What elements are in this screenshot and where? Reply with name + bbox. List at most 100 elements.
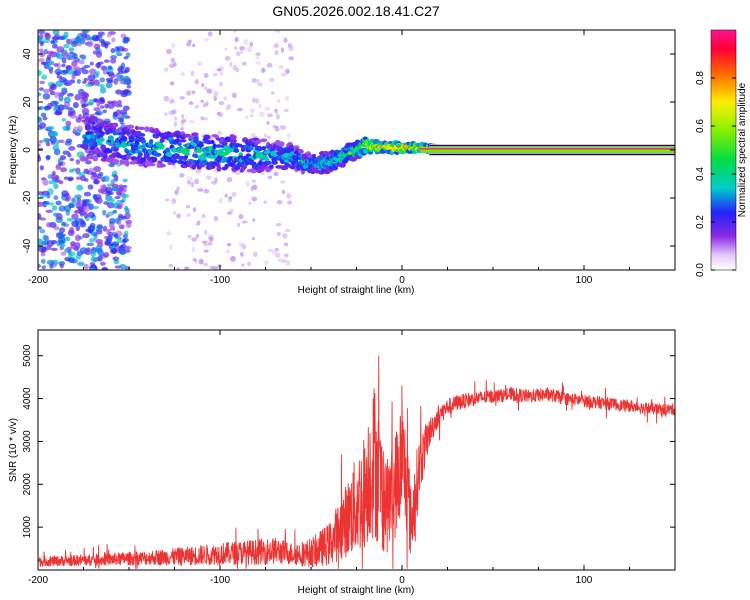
spectrogram-ridge-cell xyxy=(174,138,181,143)
spectrogram-noise-cell xyxy=(252,218,256,223)
spectrogram-noise-cell xyxy=(38,107,43,111)
spectrogram-noise-cell xyxy=(40,112,47,118)
spectrogram-noise-cell xyxy=(89,238,96,243)
spectrogram-noise-cell xyxy=(93,79,100,86)
spectrogram-noise-cell xyxy=(261,67,266,73)
spectrogram-noise-cell xyxy=(275,112,279,117)
spectrogram-noise-cell xyxy=(75,43,83,47)
spectrogram-noise-cell xyxy=(76,184,84,191)
spectrogram-noise-cell xyxy=(200,116,205,121)
spectrogram-noise-cell xyxy=(82,30,90,34)
snr-x-tick-label: 0 xyxy=(399,575,405,586)
spectrogram-noise-cell xyxy=(92,193,97,200)
spectrogram-noise-cell xyxy=(55,80,64,87)
spectrogram-noise-cell xyxy=(201,213,206,219)
spectrogram-noise-cell xyxy=(268,77,275,82)
spectrogram-noise-cell xyxy=(45,141,51,147)
spectrogram-noise-cell xyxy=(219,81,223,87)
spectrogram-noise-cell xyxy=(202,102,206,108)
colorbar-tick-label: 0.2 xyxy=(695,215,706,229)
spectrogram-noise-cell xyxy=(226,176,233,183)
spectrogram-ridge-cell xyxy=(179,139,187,143)
spectrogram-noise-cell xyxy=(106,100,115,105)
spectrogram-noise-cell xyxy=(94,245,103,252)
colorbar-ticks: 0.0 0.2 0.4 0.6 0.8 xyxy=(695,71,736,277)
spectrogram-noise-cell xyxy=(194,178,199,185)
spectrogram-noise-cell xyxy=(253,251,258,258)
spectrogram-noise-cell xyxy=(204,37,209,42)
spectrogram-noise-cell xyxy=(90,256,97,262)
spectrogram-ridge-cell xyxy=(284,163,292,168)
spectrogram-noise-cell xyxy=(192,258,197,262)
spectrogram-ridge-cell xyxy=(193,136,199,141)
spectrogram-noise-cell xyxy=(241,263,245,267)
spectrogram-noise-cell xyxy=(85,83,93,87)
spectrogram-noise-cell xyxy=(123,105,130,111)
spectrogram-noise-cell xyxy=(232,93,237,98)
spectrogram-noise-cell xyxy=(41,265,47,270)
spectrogram-noise-cell xyxy=(229,61,233,68)
spectrogram-noise-cell xyxy=(53,195,59,200)
spectrogram-noise-cell xyxy=(259,111,265,118)
spectrogram-noise-cell xyxy=(281,259,287,263)
spectrogram-noise-cell xyxy=(68,79,76,84)
spectrogram-noise-cell xyxy=(77,37,84,42)
spectrogram-ridge-cell xyxy=(268,164,274,169)
spectrogram-noise-cell xyxy=(65,236,71,242)
spectrogram-noise-cell xyxy=(70,243,77,249)
spectrogram-noise-cell xyxy=(58,227,66,234)
spectrogram-x-label: Height of straight line (km) xyxy=(298,285,415,296)
spectrogram-noise-cell xyxy=(89,262,96,266)
spectrogram-noise-cell xyxy=(80,91,88,99)
spectrogram-noise-cell xyxy=(107,79,114,83)
spectrogram-noise-cell xyxy=(212,72,218,77)
spectrogram-ridge-cell xyxy=(277,141,285,147)
spectrogram-noise-cell xyxy=(231,191,237,197)
spectrogram-noise-cell xyxy=(59,155,67,161)
spectrogram-noise-cell xyxy=(88,68,97,75)
spectrogram-noise-cell xyxy=(81,107,90,115)
spectrogram-noise-cell xyxy=(213,96,218,102)
spectrogram-ridge-cell xyxy=(229,138,237,144)
spectrogram-noise-cell xyxy=(102,209,107,216)
spectrogram-ridge-cell xyxy=(119,159,124,165)
spectrogram-noise-cell xyxy=(121,197,126,202)
spectrogram-noise-cell xyxy=(97,249,104,257)
spectrogram-ridge-cell xyxy=(134,139,140,146)
spectrogram-noise-cell xyxy=(218,101,225,106)
spectrogram-noise-cell xyxy=(287,200,293,205)
spectrogram-noise-cell xyxy=(39,80,46,85)
colorbar-tick-label: 0.8 xyxy=(695,71,706,85)
spectrogram-noise-cell xyxy=(79,67,84,72)
spectrogram-noise-cell xyxy=(123,56,129,60)
spectrogram-noise-cell xyxy=(42,89,50,94)
spectrogram-noise-cell xyxy=(87,74,96,82)
spectrogram-noise-cell xyxy=(67,176,74,181)
spectrogram-noise-cell xyxy=(102,267,107,270)
spectrogram-noise-cell xyxy=(213,90,219,97)
spectrogram-ridge-cell xyxy=(125,161,130,167)
spectrogram-noise-cell xyxy=(76,79,81,85)
spectrogram-noise-cell xyxy=(117,99,122,107)
spectrogram-noise-cell xyxy=(254,98,260,104)
spectrogram-ridge-cell xyxy=(234,143,243,148)
spectrogram-noise-cell xyxy=(41,190,50,196)
spectrogram-ridge-cell xyxy=(125,154,131,160)
spectrogram-noise-cell xyxy=(52,36,59,41)
spectrogram-ridge-cell xyxy=(160,164,166,168)
spectrogram-noise-cell xyxy=(46,239,55,247)
spectrogram-noise-cell xyxy=(166,231,172,236)
spectrogram-noise-cell xyxy=(204,86,208,91)
spectrogram-noise-cell xyxy=(63,205,72,212)
spectrogram-noise-cell xyxy=(45,209,53,214)
spectrogram-noise-cell xyxy=(59,242,66,248)
spectrogram-ridge-cell xyxy=(255,145,263,152)
spectrogram-band-core xyxy=(420,148,675,150)
spectrogram-noise-cell xyxy=(119,109,128,115)
spectrogram-noise-cell xyxy=(226,103,232,110)
spectrogram-ridge-cell xyxy=(349,156,358,162)
spectrogram-noise-cell xyxy=(114,217,120,224)
spectrogram-ridge-cell xyxy=(128,138,135,143)
spectrogram-noise-cell xyxy=(242,61,247,66)
spectrogram-y-tick-label: 40 xyxy=(22,48,33,60)
